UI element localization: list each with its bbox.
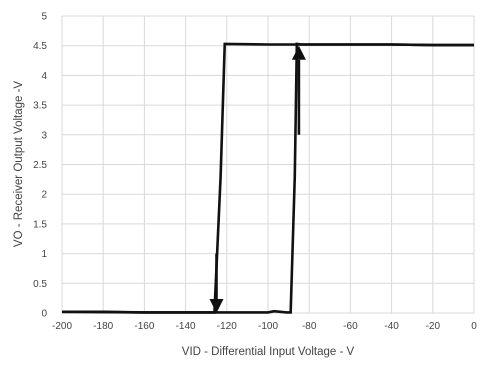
x-tick-label: -180 [93, 321, 113, 332]
x-tick-label: -100 [258, 321, 278, 332]
x-tick-label: -80 [302, 321, 317, 332]
y-axis-title: VO - Receiver Output Voltage -V [13, 81, 25, 248]
y-tick-label: 1 [41, 249, 47, 260]
series-group [61, 42, 474, 314]
series-line-rising [61, 42, 474, 314]
y-tick-label: 5 [41, 12, 47, 23]
arrow-head-rising [291, 45, 306, 60]
y-tick-label: 0 [41, 309, 47, 320]
y-tick-label: 2.5 [33, 160, 47, 171]
gridlines [61, 15, 475, 314]
x-tick-label: -160 [134, 321, 154, 332]
arrows-group [209, 45, 306, 313]
x-tick-label: -120 [217, 321, 237, 332]
x-tick-labels: -200 -180 -160 -140 -120 -100 -80 -60 -40 -20 0 [52, 321, 477, 332]
y-tick-labels: 0 0.5 1 1.5 2 2.5 3 3.5 4 4.5 5 [33, 12, 47, 320]
arrow-head-falling [209, 299, 224, 313]
y-tick-label: 3.5 [33, 101, 47, 112]
x-tick-label: -140 [176, 321, 196, 332]
x-tick-label: -200 [52, 321, 72, 332]
x-tick-label: -40 [384, 321, 399, 332]
y-tick-label: 2 [41, 190, 47, 201]
y-tick-label: 4.5 [33, 41, 47, 52]
y-tick-label: 3 [41, 130, 47, 141]
y-tick-label: 0.5 [33, 279, 47, 290]
x-tick-label: -20 [426, 321, 441, 332]
y-tick-label: 4 [41, 71, 47, 82]
x-tick-label: -60 [343, 321, 358, 332]
y-tick-label: 1.5 [33, 219, 47, 230]
x-axis-title: VID - Differential Input Voltage - V [182, 346, 355, 358]
x-tick-label: 0 [471, 321, 477, 332]
